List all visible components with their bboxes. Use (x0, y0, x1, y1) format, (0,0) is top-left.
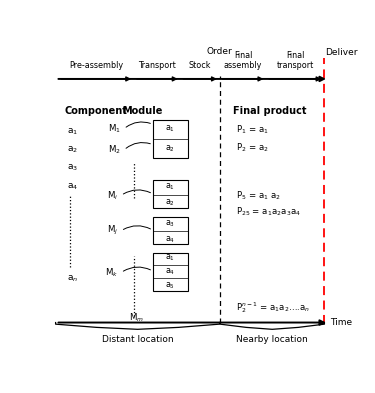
Text: Nearby location: Nearby location (236, 335, 308, 344)
Text: Module: Module (122, 106, 163, 116)
Text: P$_1$ = a$_1$: P$_1$ = a$_1$ (236, 123, 268, 136)
Text: Transport: Transport (138, 61, 176, 70)
Text: M$_1$: M$_1$ (108, 123, 121, 135)
Text: M$_m$: M$_m$ (129, 312, 144, 324)
Bar (153, 253, 188, 291)
Bar (153, 217, 188, 244)
Text: P$_2$ = a$_2$: P$_2$ = a$_2$ (236, 142, 268, 154)
Text: Component: Component (64, 106, 127, 116)
Bar (153, 180, 188, 208)
Text: P$_5$ = a$_1$ a$_2$: P$_5$ = a$_1$ a$_2$ (236, 189, 281, 202)
Text: Deliver: Deliver (325, 48, 358, 57)
Text: P$_{25}$ = a$_1$a$_2$a$_3$a$_4$: P$_{25}$ = a$_1$a$_2$a$_3$a$_4$ (236, 206, 301, 219)
Text: a$_1$: a$_1$ (165, 124, 176, 134)
Text: a$_3$: a$_3$ (67, 163, 78, 173)
Text: a$_4$: a$_4$ (67, 181, 78, 192)
Text: M$_j$: M$_j$ (107, 224, 118, 237)
Text: Order: Order (207, 47, 232, 56)
Text: a$_5$: a$_5$ (165, 280, 176, 291)
Text: Final
assembly: Final assembly (224, 51, 262, 70)
Text: Time: Time (330, 318, 352, 327)
Text: Stock: Stock (189, 61, 211, 70)
Text: a$_1$: a$_1$ (165, 182, 176, 192)
Text: a$_1$: a$_1$ (165, 253, 176, 263)
Text: Final
transport: Final transport (277, 51, 314, 70)
Text: a$_4$: a$_4$ (165, 267, 176, 277)
Text: P$_2^{n-1}$ = a$_1$a$_2$….a$_n$: P$_2^{n-1}$ = a$_1$a$_2$….a$_n$ (236, 300, 310, 315)
Text: a$_4$: a$_4$ (165, 234, 176, 244)
Text: Pre-assembly: Pre-assembly (69, 61, 123, 70)
Text: a$_n$: a$_n$ (67, 274, 78, 284)
Text: a$_3$: a$_3$ (165, 218, 176, 228)
Text: a$_2$: a$_2$ (67, 145, 78, 155)
Text: M$_i$: M$_i$ (107, 189, 118, 202)
Text: Final product: Final product (233, 106, 306, 116)
Text: a$_2$: a$_2$ (165, 198, 176, 208)
Text: M$_2$: M$_2$ (108, 144, 121, 156)
Text: Distant location: Distant location (102, 335, 173, 344)
Text: a$_1$: a$_1$ (67, 127, 78, 137)
Text: M$_k$: M$_k$ (105, 266, 118, 279)
Bar (153, 120, 188, 158)
Text: a$_2$: a$_2$ (165, 143, 176, 154)
